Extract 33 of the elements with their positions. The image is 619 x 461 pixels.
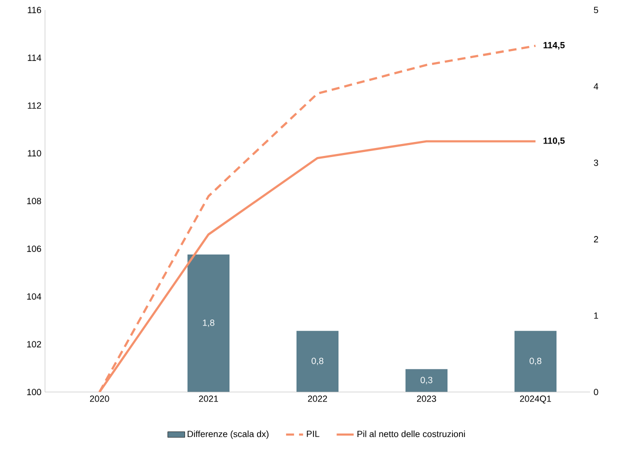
bar [406,369,448,392]
legend-label: Pil al netto delle costruzioni [358,430,465,438]
x-tick-label: 2021 [198,396,218,402]
annotation: 110,5 [544,137,565,146]
data-label: 1,8 [202,320,214,327]
y-tick-label: 112 [28,102,42,109]
y-tick-label: 108 [27,198,42,204]
annotation: 114,5 [544,42,565,50]
y-tick-label: 110 [28,150,42,156]
y-tick-label: 114 [28,54,42,61]
data-label: 0,8 [530,358,542,366]
bar [514,330,557,392]
y2-tick-label: 1 [594,312,598,319]
x-tick-label: 2023 [416,396,436,402]
y2-tick-label: 4 [594,83,598,90]
x-tick-label: 2024Q1 [520,396,552,404]
y-tick-label: 106 [27,246,42,252]
x-tick-label: 2022 [308,396,328,402]
bar [188,254,230,392]
y-tick-label: 116 [28,6,42,14]
data-label: 0,8 [312,358,324,366]
y-tick-label: 100 [27,388,42,396]
y2-tick-label: 0 [594,388,598,396]
y-tick-label: 104 [27,293,42,300]
bar [296,330,339,392]
legend-label: PIL [306,430,320,437]
x-tick-label: 2020 [90,396,110,402]
data-label: 0,3 [420,376,432,384]
y2-tick-label: 2 [594,236,598,242]
legend-label: Differenze (scala dx) [188,430,268,439]
y2-tick-label: 5 [594,6,598,14]
y-tick-label: 102 [27,341,42,348]
y2-tick-label: 3 [594,160,598,166]
